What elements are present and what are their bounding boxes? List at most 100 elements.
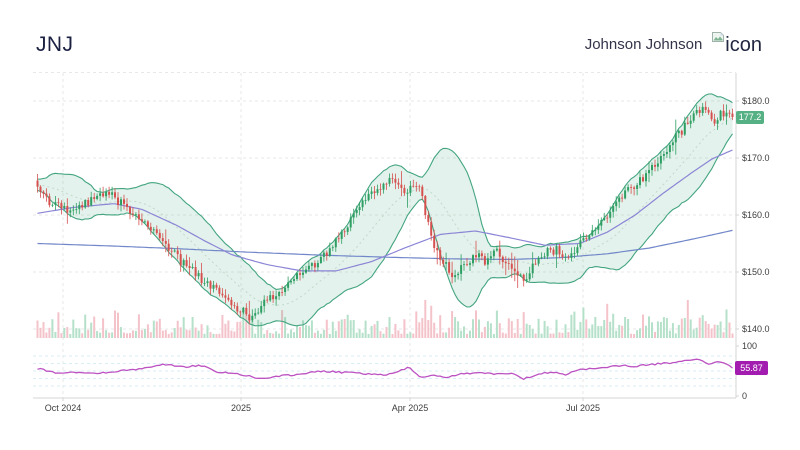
volume-bar [36,320,39,338]
volume-bar [93,316,96,338]
volume-bar [451,311,454,338]
volume-bar [606,303,609,338]
volume-bar [179,327,182,338]
candle-body [445,262,448,264]
volume-bar [239,321,242,338]
volume-bar [397,330,400,338]
volume-bar [272,333,275,338]
volume-bar [597,326,600,338]
volume-bar [662,317,665,338]
price-axis: $180.0 $170.0 $160.0 $150.0 $140.0 [736,96,770,334]
candle-body [129,206,131,214]
candle-body [200,273,203,284]
candle-body [93,197,96,199]
volume-bar [555,319,558,338]
volume-bar [236,321,239,338]
volume-bar [84,314,87,338]
volume-bar [346,314,349,338]
volume-bar [478,319,480,338]
candle-body [612,206,615,212]
volume-bar [343,319,346,338]
volume-bar [725,309,728,338]
candle-body [478,253,480,258]
volume-bar [558,332,561,338]
chart-header-right: Johnson Johnson icon [585,32,762,56]
volume-bar [275,331,278,338]
candle-body [194,267,197,277]
candle-body [236,306,239,312]
candle-body [120,199,122,205]
candle-body [87,200,90,206]
volume-bar [716,325,719,338]
candle-body [492,250,495,257]
candle-body [716,120,719,124]
candle-body [436,248,439,251]
volume-bar [424,300,427,338]
volume-bar [361,332,364,338]
candle-body [627,187,630,191]
volume-bar [430,305,433,338]
candle-body [433,235,436,248]
candle-body [114,192,116,198]
volume-bar [45,332,48,338]
rsi-axis: 100 0 [736,341,757,401]
volume-bar [233,331,236,338]
candle-body [149,226,152,231]
volume-bar [439,315,442,338]
volume-bar [385,327,388,338]
volume-bar [618,324,621,338]
candle-body [731,113,734,117]
candle-body [397,182,400,185]
volume-bar [621,325,624,338]
candle-body [310,263,313,266]
candle-body [290,280,292,283]
volume-bar [600,326,603,338]
volume-bar [173,328,176,338]
volume-bar [90,322,93,338]
volume-bar [466,333,468,338]
volume-bar [137,314,140,338]
volume-bar [143,328,146,338]
volume-bar [200,324,203,338]
volume-bar [149,332,152,338]
volume-bar [99,332,102,338]
candle-body [134,214,137,216]
volume-bar [188,330,191,338]
candle-body [648,170,650,174]
bollinger-upper-line [37,93,733,290]
price-tick-label: $180.0 [742,96,770,106]
candle-body [322,252,325,257]
volume-bar [656,321,659,338]
volume-bar [469,330,471,338]
volume-bar [287,333,290,338]
candle-body [582,238,585,241]
candle-body [689,120,692,124]
time-tick-label: 2025 [231,403,251,413]
candle-body [418,186,421,188]
volume-bar [394,323,397,338]
candle-body [546,248,549,257]
candle-body [313,263,316,268]
candle-body [209,281,212,289]
volume-bar [66,327,69,338]
volume-bar [278,333,281,338]
candle-body [448,262,451,273]
volume-bar [322,329,325,338]
candle-body [152,229,155,231]
candle-body [507,263,510,264]
candle-body [230,299,233,306]
volume-bar [683,318,686,338]
volume-bars [36,300,734,338]
candle-body [561,254,564,258]
candle-body [81,205,84,208]
candle-body [275,296,278,300]
candle-body [597,225,600,230]
candle-body [361,200,364,208]
volume-bar [475,310,477,338]
volume-bar [615,330,618,338]
volume-bar [698,317,701,338]
candle-body [519,274,522,276]
candle-body [212,284,215,289]
